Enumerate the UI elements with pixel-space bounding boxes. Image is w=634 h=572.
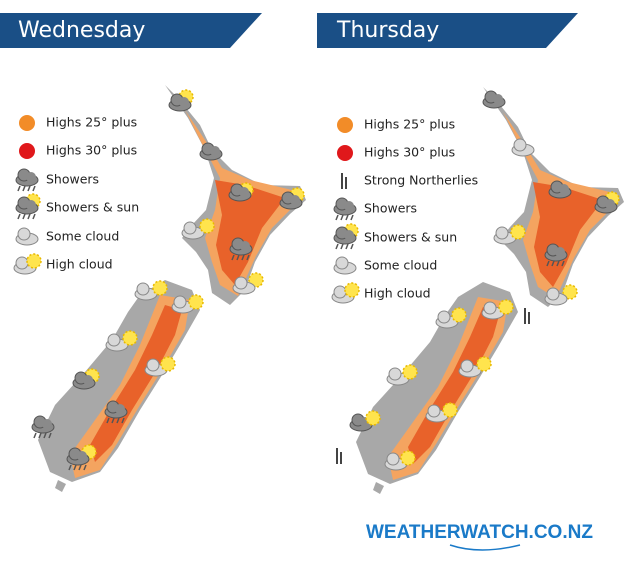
- weather-icon: [17, 213, 36, 220]
- legend-label: Highs 30° plus: [46, 143, 137, 158]
- legend-label: Highs 30° plus: [364, 145, 455, 160]
- banner: [0, 13, 262, 48]
- panel-title: Wednesday: [18, 18, 145, 43]
- weather-icon: [26, 253, 42, 269]
- weather-icon: [152, 280, 168, 296]
- weather-icons: [336, 90, 620, 471]
- weather-icon: [17, 185, 36, 192]
- weather-icon: [15, 227, 39, 246]
- legend-label: Showers & sun: [46, 200, 139, 215]
- weather-icon: [365, 410, 381, 426]
- weather-icon: [344, 282, 360, 298]
- legend-label: Showers: [46, 172, 99, 187]
- panel-thursday: Thursday Highs 25° plus Highs 30° plus S…: [317, 13, 624, 494]
- weather-icon: [510, 224, 526, 240]
- legend-swatch: [19, 115, 35, 131]
- weather-icon: [402, 364, 418, 380]
- legend-label: Strong Northerlies: [364, 173, 478, 188]
- legend-label: Highs 25° plus: [364, 117, 455, 132]
- weather-icon: [199, 218, 215, 234]
- weather-icon: [15, 168, 39, 187]
- weather-icon: [400, 450, 416, 466]
- weather-icon: [199, 142, 223, 161]
- panel-wednesday: Wednesday Highs 25° plus Highs 30° plus …: [0, 13, 306, 492]
- legend-label: Showers: [364, 201, 417, 216]
- weather-icon: [482, 90, 506, 109]
- weather-icon: [335, 214, 354, 221]
- weather-icon: [511, 138, 535, 157]
- legend-swatch: [337, 145, 353, 161]
- legend: Highs 25° plus Highs 30° plus Showers Sh…: [13, 115, 139, 275]
- weather-icon: [451, 307, 467, 323]
- legend-label: High cloud: [46, 257, 113, 272]
- weather-icon: [335, 243, 354, 250]
- legend-label: Some cloud: [46, 229, 119, 244]
- legend: Highs 25° plus Highs 30° plus Strong Nor…: [331, 117, 478, 304]
- weather-icon: [476, 356, 492, 372]
- legend-label: Showers & sun: [364, 230, 457, 245]
- legend-label: Highs 25° plus: [46, 115, 137, 130]
- weather-icon: [333, 256, 357, 275]
- weather-icon: [333, 197, 357, 216]
- logo-swoosh: [449, 544, 521, 551]
- legend-swatch: [19, 143, 35, 159]
- legend-label: Some cloud: [364, 258, 437, 273]
- weather-icon: [122, 330, 138, 346]
- panel-title: Thursday: [336, 18, 439, 43]
- legend-swatch: [337, 117, 353, 133]
- brand-logo: WEATHERWATCH.CO.NZ: [366, 522, 593, 543]
- weather-icon: [188, 294, 204, 310]
- weather-icon: [442, 402, 458, 418]
- legend-label: High cloud: [364, 286, 431, 301]
- weather-icon: [160, 356, 176, 372]
- banner: [317, 13, 578, 48]
- weather-icon: [498, 299, 514, 315]
